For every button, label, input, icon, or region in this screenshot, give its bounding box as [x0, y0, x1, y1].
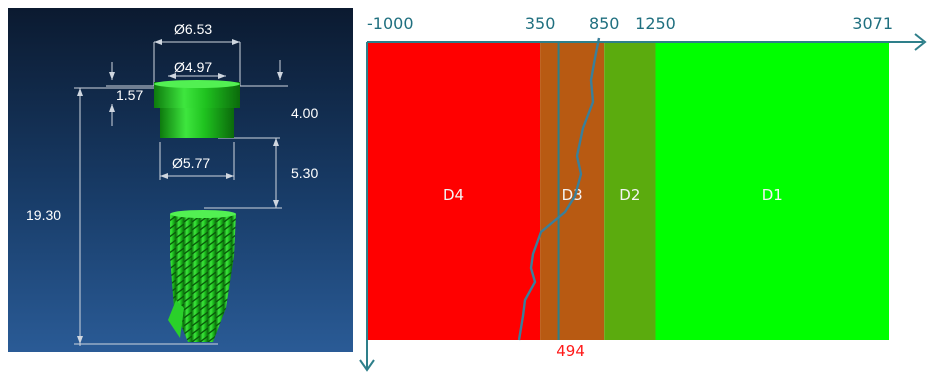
zone-label-d4: D4 — [443, 186, 464, 204]
x-tick-label: 3071 — [852, 14, 893, 33]
y-axis-arrow-icon — [359, 359, 375, 372]
x-tick-label: -1000 — [367, 14, 414, 33]
x-tick-label: 1250 — [635, 14, 676, 33]
zone-d2 — [604, 42, 656, 340]
dimension-arrows — [77, 39, 283, 344]
x-axis-arrow-icon — [914, 33, 927, 51]
dim-lower-diameter: Ø5.77 — [172, 155, 210, 171]
profile-layer — [517, 37, 601, 341]
dim-gap-height: 5.30 — [291, 165, 318, 181]
dim-total-length: 19.30 — [26, 207, 61, 223]
marker-value-label: 494 — [556, 342, 585, 360]
abutment-cap — [154, 80, 240, 138]
dim-top-outer-diameter: Ø6.53 — [174, 21, 212, 37]
bone-density-profile-line — [517, 37, 601, 341]
zone-label-d1: D1 — [762, 186, 783, 204]
ticks-layer: -1000 350 850 1250 3071 — [367, 14, 893, 33]
x-tick-label: 350 — [525, 14, 556, 33]
zone-label-d2: D2 — [619, 186, 640, 204]
implant-body — [168, 210, 236, 342]
zone-d1 — [655, 42, 889, 340]
implant-drawing: Ø6.53 Ø4.97 1.57 4.00 Ø5.77 5.30 19.30 — [26, 21, 318, 346]
zone-d4 — [367, 42, 541, 340]
axes-layer — [359, 33, 927, 372]
implant-drawing-panel: Ø6.53 Ø4.97 1.57 4.00 Ø5.77 5.30 19.30 — [8, 8, 353, 352]
x-tick-label: 850 — [589, 14, 620, 33]
zone-d3 — [540, 42, 605, 340]
dim-collar-height: 1.57 — [116, 87, 143, 103]
dim-top-inner-diameter: Ø4.97 — [174, 59, 212, 75]
dim-cap-height: 4.00 — [291, 105, 318, 121]
